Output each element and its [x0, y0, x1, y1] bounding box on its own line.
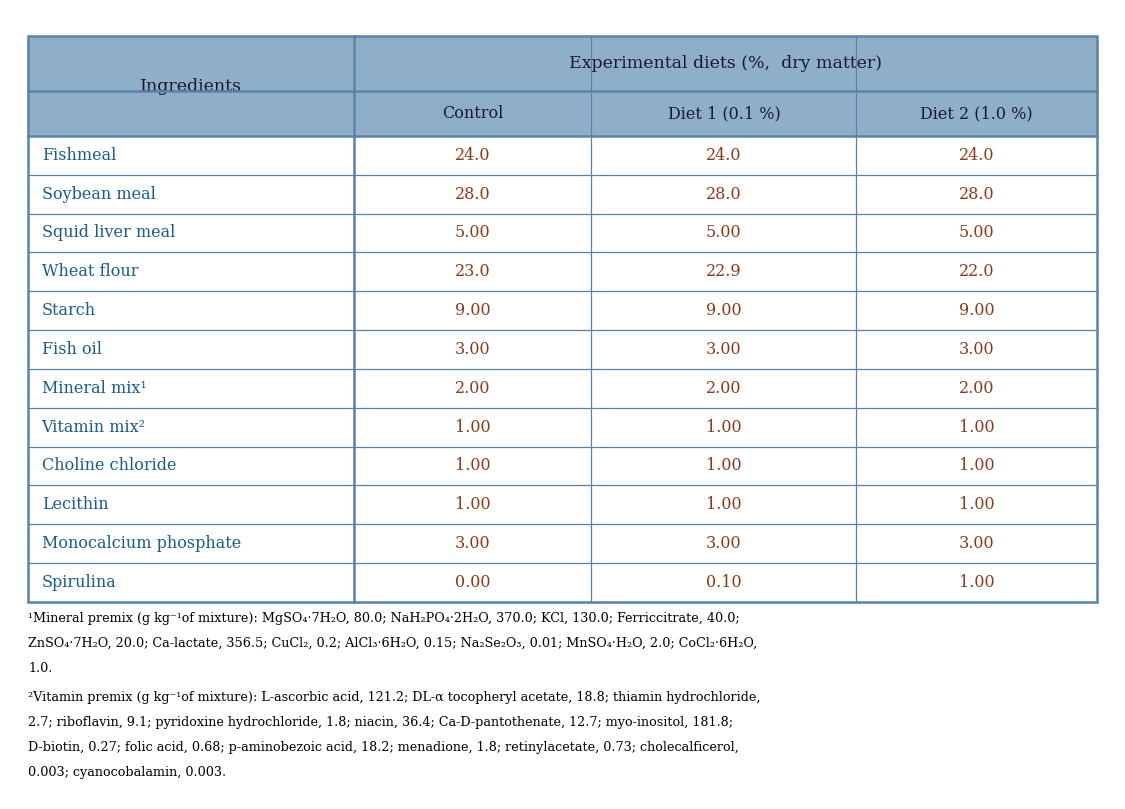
- Text: 24.0: 24.0: [706, 146, 741, 164]
- Text: 0.003; cyanocobalamin, 0.003.: 0.003; cyanocobalamin, 0.003.: [28, 766, 226, 779]
- Text: Soybean meal: Soybean meal: [42, 185, 155, 203]
- Text: 5.00: 5.00: [455, 224, 490, 242]
- Text: Fishmeal: Fishmeal: [42, 146, 116, 164]
- Bar: [856, 91, 1097, 136]
- Text: 1.00: 1.00: [958, 574, 994, 591]
- Text: 1.00: 1.00: [455, 496, 490, 514]
- Text: 28.0: 28.0: [455, 185, 490, 203]
- Text: Vitamin mix²: Vitamin mix²: [42, 418, 146, 436]
- Text: 3.00: 3.00: [706, 341, 741, 358]
- Text: Monocalcium phosphate: Monocalcium phosphate: [42, 535, 241, 553]
- Text: Experimental diets (%,  dry matter): Experimental diets (%, dry matter): [569, 55, 882, 73]
- Text: ²Vitamin premix (g kg⁻¹of mixture): L-ascorbic acid, 121.2; DL-α tocopheryl acet: ²Vitamin premix (g kg⁻¹of mixture): L-as…: [28, 691, 760, 704]
- Text: 22.0: 22.0: [958, 263, 994, 281]
- Text: 24.0: 24.0: [958, 146, 994, 164]
- Text: Lecithin: Lecithin: [42, 496, 108, 514]
- Text: ZnSO₄·7H₂O, 20.0; Ca-lactate, 356.5; CuCl₂, 0.2; AlCl₃·6H₂O, 0.15; Na₂Se₂O₃, 0.0: ZnSO₄·7H₂O, 20.0; Ca-lactate, 356.5; CuC…: [28, 637, 757, 650]
- Text: Mineral mix¹: Mineral mix¹: [42, 379, 146, 397]
- Text: 1.00: 1.00: [958, 457, 994, 475]
- Text: 3.00: 3.00: [455, 535, 490, 553]
- Text: 1.0.: 1.0.: [28, 662, 53, 675]
- Text: 2.7; riboflavin, 9.1; pyridoxine hydrochloride, 1.8; niacin, 36.4; Ca-D-pantothe: 2.7; riboflavin, 9.1; pyridoxine hydroch…: [28, 716, 734, 729]
- Text: Fish oil: Fish oil: [42, 341, 101, 358]
- Text: Wheat flour: Wheat flour: [42, 263, 138, 281]
- Text: 3.00: 3.00: [958, 341, 994, 358]
- Bar: [592, 91, 856, 136]
- Text: 5.00: 5.00: [706, 224, 741, 242]
- Text: Spirulina: Spirulina: [42, 574, 116, 591]
- Text: 0.00: 0.00: [455, 574, 490, 591]
- Bar: [28, 36, 1097, 602]
- Text: 9.00: 9.00: [958, 302, 994, 320]
- Text: 1.00: 1.00: [455, 457, 490, 475]
- Text: 3.00: 3.00: [958, 535, 994, 553]
- Text: 2.00: 2.00: [706, 379, 741, 397]
- Text: D-biotin, 0.27; folic acid, 0.68; p-aminobezoic acid, 18.2; menadione, 1.8; reti: D-biotin, 0.27; folic acid, 0.68; p-amin…: [28, 741, 739, 754]
- Text: 2.00: 2.00: [958, 379, 994, 397]
- Bar: [354, 91, 592, 136]
- Text: 28.0: 28.0: [706, 185, 741, 203]
- Text: 0.10: 0.10: [706, 574, 741, 591]
- Text: Control: Control: [442, 105, 503, 122]
- Text: 1.00: 1.00: [958, 418, 994, 436]
- Text: Squid liver meal: Squid liver meal: [42, 224, 176, 242]
- Text: 5.00: 5.00: [958, 224, 994, 242]
- Text: 3.00: 3.00: [706, 535, 741, 553]
- Text: 23.0: 23.0: [455, 263, 490, 281]
- Text: 1.00: 1.00: [706, 418, 741, 436]
- Text: 24.0: 24.0: [455, 146, 490, 164]
- Text: 28.0: 28.0: [958, 185, 994, 203]
- Text: 9.00: 9.00: [706, 302, 741, 320]
- Text: 22.9: 22.9: [706, 263, 741, 281]
- Text: ¹Mineral premix (g kg⁻¹of mixture): MgSO₄·7H₂O, 80.0; NaH₂PO₄·2H₂O, 370.0; KCl, : ¹Mineral premix (g kg⁻¹of mixture): MgSO…: [28, 612, 740, 625]
- Text: 9.00: 9.00: [455, 302, 490, 320]
- Text: 1.00: 1.00: [455, 418, 490, 436]
- Bar: [354, 36, 1097, 91]
- Text: Diet 1 (0.1 %): Diet 1 (0.1 %): [667, 105, 781, 122]
- Text: 3.00: 3.00: [455, 341, 490, 358]
- Text: Starch: Starch: [42, 302, 96, 320]
- Text: Diet 2 (1.0 %): Diet 2 (1.0 %): [920, 105, 1033, 122]
- Text: 2.00: 2.00: [455, 379, 490, 397]
- Text: Ingredients: Ingredients: [141, 78, 242, 95]
- Text: 1.00: 1.00: [706, 457, 741, 475]
- Text: 1.00: 1.00: [958, 496, 994, 514]
- Text: Choline chloride: Choline chloride: [42, 457, 177, 475]
- Text: 1.00: 1.00: [706, 496, 741, 514]
- Bar: [28, 36, 354, 136]
